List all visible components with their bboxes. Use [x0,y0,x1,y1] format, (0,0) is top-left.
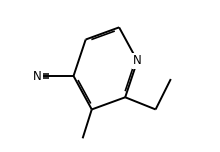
Text: N: N [133,54,142,67]
Text: N: N [33,69,41,83]
